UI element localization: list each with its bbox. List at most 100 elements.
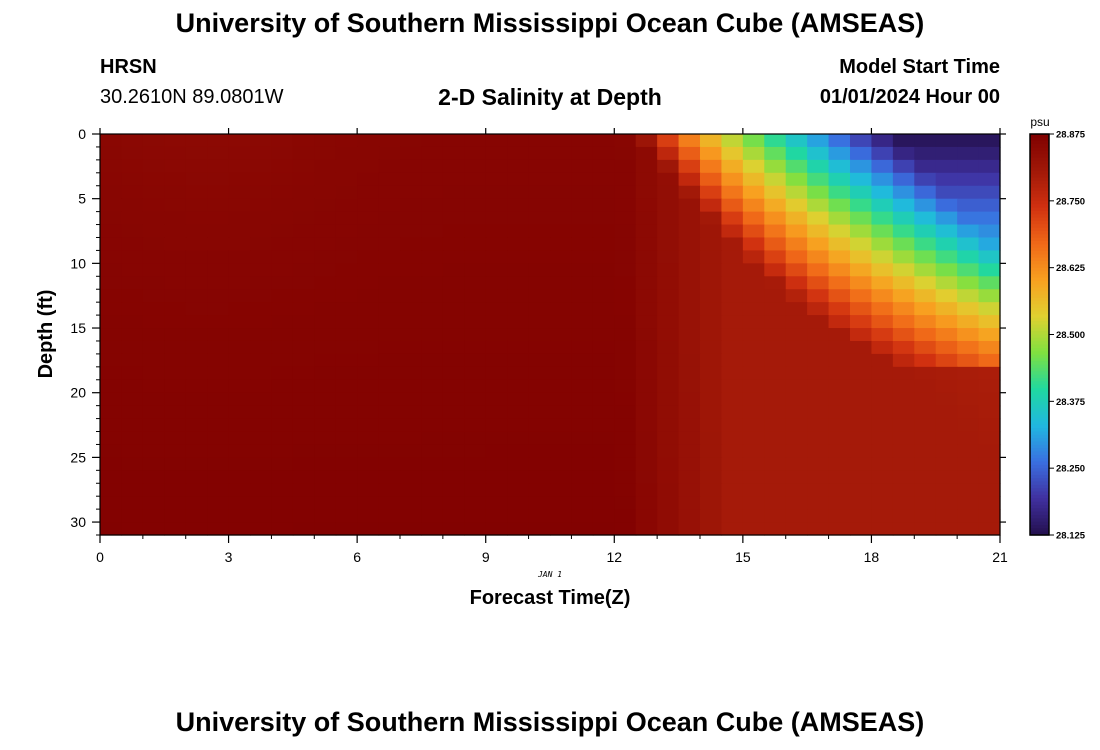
heatmap-cell bbox=[464, 172, 487, 187]
heatmap-cell bbox=[914, 431, 937, 446]
date-annotation: JAN 1 bbox=[537, 570, 562, 579]
heatmap-cell bbox=[314, 198, 337, 213]
heatmap-cell bbox=[164, 198, 187, 213]
heatmap-cell bbox=[657, 263, 680, 277]
heatmap-cell bbox=[271, 340, 294, 355]
heatmap-cell bbox=[185, 496, 208, 510]
heatmap-cell bbox=[400, 522, 423, 536]
heatmap-cell bbox=[378, 418, 401, 433]
heatmap-cell bbox=[228, 431, 251, 446]
heatmap-cell bbox=[507, 405, 530, 420]
heatmap-cell bbox=[935, 418, 958, 433]
heatmap-cell bbox=[700, 250, 723, 264]
heatmap-cell bbox=[914, 405, 937, 420]
heatmap-cell bbox=[871, 483, 894, 497]
heatmap-cell bbox=[957, 315, 980, 329]
heatmap-cell bbox=[185, 211, 208, 226]
heatmap-cell bbox=[742, 146, 765, 161]
heatmap-cell bbox=[914, 250, 937, 264]
heatmap-cell bbox=[528, 457, 551, 471]
heatmap-cell bbox=[464, 496, 487, 510]
heatmap-cell bbox=[807, 457, 830, 471]
heatmap-cell bbox=[185, 392, 208, 407]
colorbar-tick-label: 28.250 bbox=[1056, 464, 1085, 475]
heatmap-cell bbox=[121, 315, 144, 329]
colorbar-swatch bbox=[1030, 174, 1049, 179]
heatmap-cell bbox=[571, 315, 594, 329]
heatmap-cell bbox=[571, 302, 594, 316]
heatmap-cell bbox=[871, 276, 894, 290]
heatmap-cell bbox=[657, 522, 680, 536]
heatmap-cell bbox=[121, 483, 144, 497]
heatmap-cell bbox=[807, 185, 830, 200]
heatmap-cell bbox=[871, 496, 894, 510]
heatmap-cell bbox=[785, 340, 808, 355]
heatmap-cell bbox=[335, 315, 358, 329]
heatmap-cell bbox=[892, 276, 915, 290]
heatmap-cell bbox=[721, 185, 744, 200]
heatmap-cell bbox=[185, 159, 208, 174]
heatmap-cell bbox=[700, 444, 723, 458]
heatmap-cell bbox=[378, 379, 401, 394]
heatmap-cell bbox=[421, 211, 444, 226]
heatmap-cell bbox=[142, 340, 165, 355]
heatmap-cell bbox=[507, 379, 530, 394]
heatmap-cell bbox=[400, 431, 423, 446]
heatmap-cell bbox=[678, 198, 701, 213]
heatmap-cell bbox=[742, 224, 765, 239]
heatmap-cell bbox=[142, 134, 165, 148]
heatmap-cell bbox=[100, 457, 123, 471]
heatmap-cell bbox=[592, 457, 615, 471]
heatmap-cell bbox=[271, 444, 294, 458]
heatmap-cell bbox=[421, 366, 444, 381]
heatmap-cell bbox=[164, 250, 187, 264]
heatmap-cell bbox=[250, 328, 273, 342]
heatmap-cell bbox=[742, 276, 765, 290]
heatmap-cell bbox=[700, 172, 723, 187]
heatmap-cell bbox=[442, 418, 465, 433]
heatmap-cell bbox=[764, 392, 787, 407]
heatmap-cell bbox=[164, 328, 187, 342]
colorbar-swatch bbox=[1030, 177, 1049, 182]
heatmap-cell bbox=[592, 444, 615, 458]
colorbar-swatch bbox=[1030, 311, 1049, 316]
heatmap-cell bbox=[292, 353, 315, 368]
heatmap-cell bbox=[185, 405, 208, 420]
colorbar-swatch bbox=[1030, 331, 1049, 336]
heatmap-cell bbox=[657, 431, 680, 446]
colorbar-swatch bbox=[1030, 514, 1049, 519]
heatmap-cell bbox=[292, 470, 315, 484]
heatmap-cells bbox=[100, 134, 1001, 536]
heatmap-cell bbox=[507, 457, 530, 471]
heatmap-cell bbox=[914, 172, 937, 187]
heatmap-cell bbox=[292, 522, 315, 536]
heatmap-cell bbox=[378, 276, 401, 290]
heatmap-cell bbox=[657, 250, 680, 264]
heatmap-cell bbox=[978, 496, 1001, 510]
heatmap-cell bbox=[635, 134, 658, 148]
heatmap-cell bbox=[121, 134, 144, 148]
heatmap-cell bbox=[978, 483, 1001, 497]
heatmap-cell bbox=[100, 146, 123, 161]
heatmap-cell bbox=[314, 289, 337, 303]
heatmap-cell bbox=[357, 353, 380, 368]
heatmap-cell bbox=[850, 237, 873, 252]
heatmap-cell bbox=[228, 134, 251, 148]
heatmap-cell bbox=[721, 392, 744, 407]
heatmap-cell bbox=[485, 509, 508, 523]
heatmap-cell bbox=[721, 431, 744, 446]
heatmap-cell bbox=[335, 211, 358, 226]
heatmap-cell bbox=[314, 224, 337, 239]
heatmap-cell bbox=[207, 353, 230, 368]
heatmap-cell bbox=[142, 224, 165, 239]
heatmap-cell bbox=[250, 340, 273, 355]
heatmap-cell bbox=[507, 185, 530, 200]
heatmap-cell bbox=[550, 134, 573, 148]
heatmap-cell bbox=[357, 392, 380, 407]
heatmap-cell bbox=[678, 392, 701, 407]
heatmap-cell bbox=[892, 405, 915, 420]
heatmap-cell bbox=[550, 172, 573, 187]
x-tick-label: 12 bbox=[606, 549, 622, 565]
heatmap-cell bbox=[357, 418, 380, 433]
heatmap-cell bbox=[378, 159, 401, 174]
